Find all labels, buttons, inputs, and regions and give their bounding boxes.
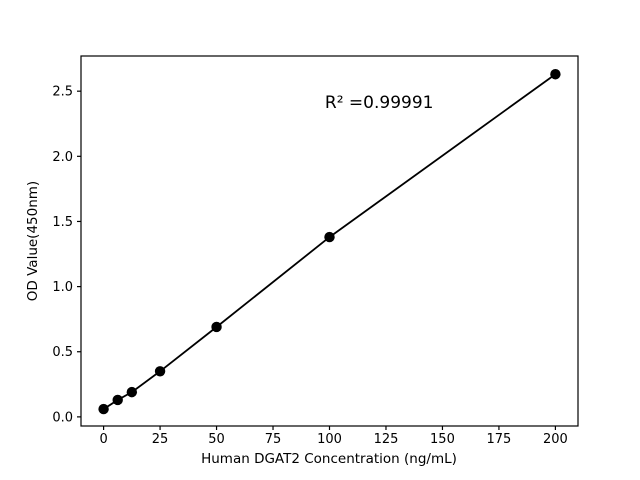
data-point-marker	[211, 321, 222, 333]
y-tick-label: 0.5	[52, 345, 73, 360]
data-point-marker	[112, 394, 123, 406]
y-axis-label: OD Value(450nm)	[25, 180, 41, 302]
data-point-marker	[98, 403, 109, 415]
x-tick-label: 100	[317, 432, 342, 447]
x-tick-label: 200	[543, 432, 568, 447]
y-tick-label: 1.0	[52, 280, 73, 295]
x-tick-label: 150	[430, 432, 455, 447]
y-tick-label: 2.5	[52, 85, 73, 100]
x-tick-label: 0	[99, 432, 107, 447]
data-point-marker	[154, 366, 166, 377]
x-axis-label: Human DGAT2 Concentration (ng/mL)	[201, 451, 457, 467]
x-tick-label: 75	[265, 432, 282, 447]
x-tick-label: 125	[374, 432, 399, 447]
data-point-marker	[324, 231, 335, 243]
y-tick-label: 0.0	[52, 410, 73, 425]
x-tick-label: 25	[152, 432, 169, 447]
y-tick-label: 2.0	[52, 150, 73, 165]
x-tick-label: 50	[208, 432, 225, 447]
data-point-marker	[126, 386, 138, 398]
x-tick-label: 175	[487, 432, 512, 447]
r-squared-annotation: R² =0.99991	[324, 92, 434, 113]
y-tick-label: 1.5	[52, 215, 73, 230]
data-point-marker	[550, 69, 561, 80]
